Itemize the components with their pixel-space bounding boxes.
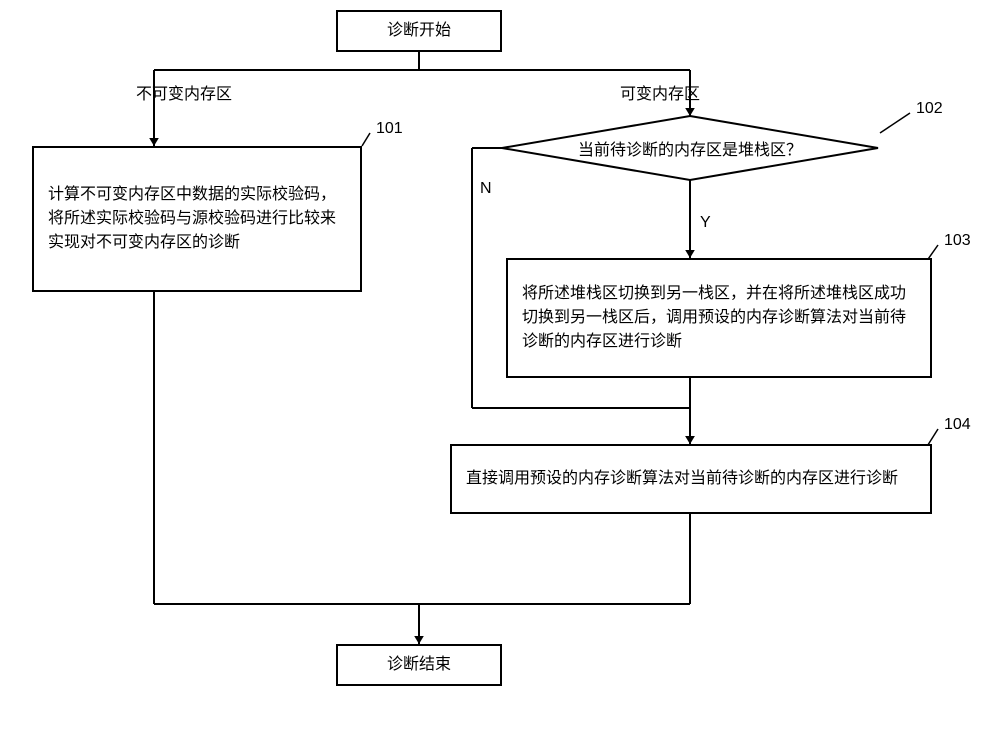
ref-label-101-text: 101 (376, 120, 403, 137)
end-node: 诊断结束 (336, 644, 502, 686)
node-101-text: 计算不可变内存区中数据的实际校验码，将所述实际校验码与源校验码进行比较来实现对不… (48, 183, 346, 255)
edge-label-immutable-text: 不可变内存区 (136, 86, 232, 103)
edge-label-immutable: 不可变内存区 (136, 80, 232, 104)
ref-label-104-text: 104 (944, 416, 971, 433)
node-102: 当前待诊断的内存区是堆栈区？ (560, 136, 820, 160)
edge-label-N: N (480, 180, 492, 198)
start-node: 诊断开始 (336, 10, 502, 52)
node-101: 计算不可变内存区中数据的实际校验码，将所述实际校验码与源校验码进行比较来实现对不… (32, 146, 362, 292)
edge-label-Y: Y (700, 214, 711, 232)
node-102-text: 当前待诊断的内存区是堆栈区？ (578, 142, 802, 159)
edge-label-N-text: N (480, 180, 492, 197)
node-104-text: 直接调用预设的内存诊断算法对当前待诊断的内存区进行诊断 (466, 467, 898, 491)
node-103: 将所述堆栈区切换到另一栈区，并在将所述堆栈区成功切换到另一栈区后，调用预设的内存… (506, 258, 932, 378)
start-label: 诊断开始 (387, 19, 451, 43)
ref-label-103: 103 (944, 232, 971, 250)
ref-label-102: 102 (916, 100, 943, 118)
node-104: 直接调用预设的内存诊断算法对当前待诊断的内存区进行诊断 (450, 444, 932, 514)
ref-label-101: 101 (376, 120, 403, 138)
edge-label-mutable: 可变内存区 (620, 80, 700, 104)
end-label: 诊断结束 (387, 653, 451, 677)
edge-label-mutable-text: 可变内存区 (620, 86, 700, 103)
ref-label-103-text: 103 (944, 232, 971, 249)
ref-label-102-text: 102 (916, 100, 943, 117)
node-103-text: 将所述堆栈区切换到另一栈区，并在将所述堆栈区成功切换到另一栈区后，调用预设的内存… (522, 282, 916, 354)
ref-label-104: 104 (944, 416, 971, 434)
edge-label-Y-text: Y (700, 214, 711, 231)
